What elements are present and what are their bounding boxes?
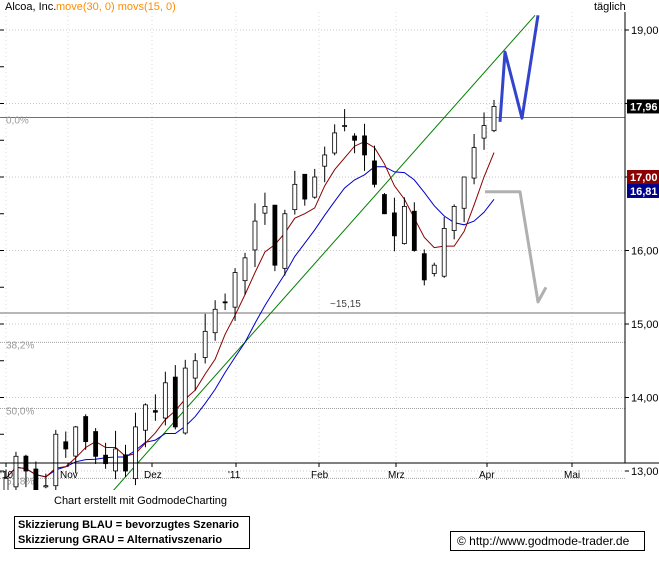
instrument-name: Alcoa, Inc.: [5, 1, 56, 13]
candle-body: [332, 132, 338, 154]
price-label-text: 16,81: [630, 186, 658, 198]
x-tick-label: Apr: [479, 470, 495, 481]
level-label: 50,0%: [6, 407, 34, 418]
candle-body: [372, 160, 377, 185]
candle-body: [382, 194, 387, 215]
y-tick-label: 15,00: [631, 319, 659, 331]
candle-body: [322, 154, 328, 167]
x-tick-label: Dez: [144, 470, 162, 481]
chart-credit: Chart erstellt mit GodmodeCharting: [54, 495, 228, 507]
candle-body: [222, 301, 228, 304]
candle-body: [302, 173, 308, 200]
candle-body: [202, 330, 208, 358]
candle-body: [481, 125, 487, 139]
candle-body: [73, 426, 79, 457]
candle-body: [411, 210, 417, 251]
y-tick-label: 19,00: [631, 25, 659, 37]
level-label: 38,2%: [6, 340, 34, 351]
candle-body: [93, 431, 99, 457]
candle-body: [451, 205, 457, 231]
candle-body: [282, 213, 288, 269]
candle-body: [401, 205, 407, 245]
candle-body: [53, 433, 59, 487]
candle-body: [113, 448, 118, 472]
interval-label: täglich: [594, 1, 626, 13]
candle-body: [103, 454, 108, 465]
candle-body: [392, 212, 397, 237]
trendline-group: [113, 14, 536, 490]
scenario-grey: [485, 190, 548, 304]
candle-body: [352, 135, 357, 141]
candle-body: [152, 410, 158, 413]
candle-body: [23, 455, 29, 472]
x-tick-label: Mai: [564, 470, 580, 481]
x-tick-label: '11: [228, 470, 241, 481]
level-label: 0,0%: [6, 115, 29, 126]
trendline: [113, 14, 536, 490]
x-tick-label: Nov: [60, 470, 78, 481]
candle-body: [83, 416, 89, 442]
candle-body: [471, 147, 477, 179]
candle-body: [242, 257, 248, 282]
x-tick-label: Feb: [311, 470, 329, 481]
candle-body: [182, 367, 188, 434]
candle-body: [342, 125, 348, 127]
candle-body: [441, 228, 447, 277]
y-tick-label: 13,00: [631, 466, 659, 478]
candle-body: [133, 426, 138, 480]
candle-body: [252, 220, 258, 251]
candle-body: [491, 106, 497, 132]
source-url-box[interactable]: © http://www.godmode-trader.de: [450, 531, 645, 551]
candle-body: [143, 404, 148, 431]
candlesticks: [3, 99, 497, 490]
level-label: ~15,15: [330, 299, 361, 310]
candle-body: [362, 135, 367, 156]
candle-body: [63, 441, 69, 450]
legend-blue-text: Skizzierung BLAU = bevorzugtes Szenario: [18, 519, 239, 531]
candle-body: [232, 272, 238, 308]
candle-body: [13, 455, 19, 488]
price-label-box: [627, 170, 659, 184]
scenario-sketches: [485, 15, 548, 304]
level-label: 61,8%: [6, 476, 34, 487]
candle-body: [292, 183, 298, 211]
indicator-label: move(30, 0) movs(15, 0): [56, 1, 176, 13]
candle-body: [212, 308, 218, 334]
x-tick-label: Mrz: [388, 470, 405, 481]
chart-background: [0, 0, 659, 490]
price-label-box: [627, 99, 659, 114]
legend-grey-text: Skizzierung GRAU = Alternativszenario: [18, 534, 223, 546]
price-label-box: [627, 183, 659, 198]
x-tick-label: '10: [0, 470, 13, 481]
candle-body: [262, 205, 268, 214]
scenario-legend-box: Skizzierung BLAU = bevorzugtes Szenario …: [14, 516, 250, 549]
price-label-text: 17,00: [630, 172, 658, 184]
y-tick-label: 14,00: [631, 393, 659, 405]
candle-body: [421, 253, 427, 281]
candle-body: [43, 485, 49, 488]
scenario-blue: [498, 15, 540, 123]
candle-body: [312, 176, 318, 198]
candle-body: [272, 204, 278, 266]
candle-body: [3, 477, 9, 490]
candle-body: [33, 468, 39, 490]
price-label-text: 17,96: [630, 101, 658, 113]
candle-body: [431, 264, 437, 274]
y-tick-label: 16,00: [631, 246, 659, 258]
chart-labels: Alcoa, Inc. move(30, 0) movs(15, 0) täglic…: [5, 1, 626, 13]
chart-axes: 19,0018,0017,0016,0015,0014,0013,00'10No…: [0, 12, 659, 481]
candle-body: [461, 176, 467, 209]
candle-body: [192, 360, 198, 379]
candle-body: [172, 376, 178, 428]
moving-average-30: [5, 166, 495, 479]
candle-body: [162, 382, 168, 419]
